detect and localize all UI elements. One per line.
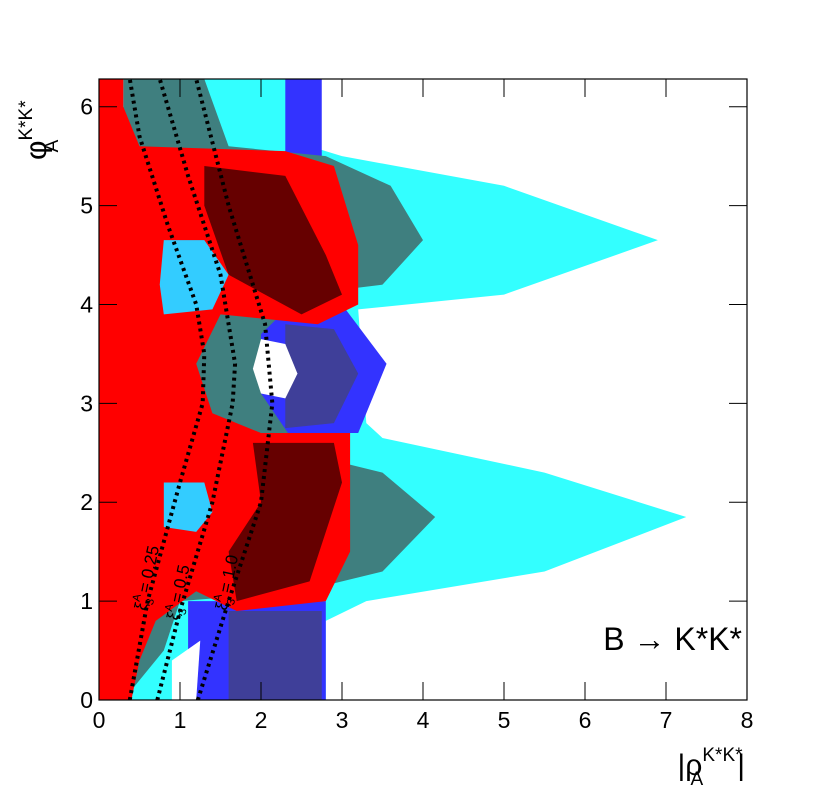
curve-label-sup: A — [131, 592, 144, 602]
curve-label-sub: 3 — [225, 598, 238, 606]
annotation: B → K*K* — [603, 621, 742, 657]
x-tick-label: 3 — [336, 707, 349, 733]
region — [228, 611, 322, 700]
x-tick-label: 6 — [579, 707, 592, 733]
y-label-base: φ — [20, 141, 53, 160]
curve-label-sup: A — [212, 592, 225, 602]
x-tick-label: 5 — [498, 707, 511, 733]
region — [285, 79, 322, 157]
y-tick-label: 3 — [80, 390, 93, 416]
y-label-sup: K*K* — [16, 100, 37, 141]
x-tick-label: 2 — [255, 707, 268, 733]
y-tick-label: 6 — [80, 94, 93, 120]
x-axis-label: |ρK*K* A | — [678, 745, 745, 790]
x-label-end: | — [737, 749, 745, 782]
y-tick-label: 0 — [80, 687, 93, 713]
region — [204, 166, 342, 315]
x-tick-label: 4 — [417, 707, 430, 733]
y-tick-label: 4 — [80, 291, 93, 317]
curve-label-sub: 3 — [177, 608, 190, 616]
y-axis-label: φK*K* A — [16, 100, 63, 160]
region — [252, 339, 298, 399]
y-tick-label: 5 — [80, 193, 93, 219]
x-label-sup: K*K* — [702, 745, 743, 766]
curve-label-sub: 3 — [144, 598, 157, 606]
y-tick-label: 2 — [80, 489, 93, 515]
curve-label-sup: A — [163, 602, 176, 612]
x-tick-label: 7 — [660, 707, 673, 733]
contour-curve — [127, 79, 207, 700]
x-label-sub: A — [691, 769, 704, 790]
x-tick-label: 0 — [93, 707, 106, 733]
region — [171, 640, 201, 700]
region — [228, 442, 342, 602]
region — [159, 240, 229, 315]
curve-label-symbol: ξ — [212, 600, 232, 612]
region — [285, 324, 359, 429]
curve-label-symbol: ξ — [131, 600, 151, 612]
x-label-base: |ρ — [678, 749, 703, 782]
y-label-sub: A — [42, 139, 63, 152]
curve-label-symbol: ξ — [163, 610, 183, 622]
x-tick-label: 1 — [174, 707, 187, 733]
regions — [99, 79, 687, 700]
y-tick-label: 1 — [80, 588, 93, 614]
x-tick-label: 8 — [741, 707, 754, 733]
